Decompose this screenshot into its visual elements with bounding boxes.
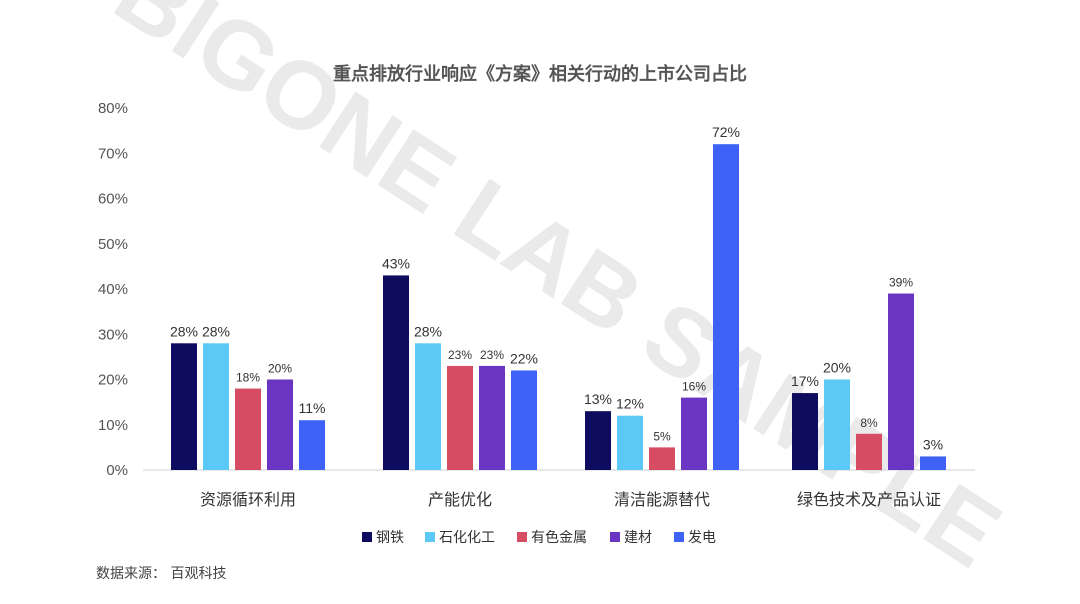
data-labels-group: 28% 28%18%20%11%43%28%23% 23% 22%13% 12%5%16…: [170, 124, 943, 452]
bars-group: [171, 144, 946, 470]
bar: [713, 144, 739, 470]
bar: [617, 415, 643, 470]
data-label: 13%: [584, 391, 612, 407]
legend-swatch: [674, 532, 684, 542]
bar: [479, 365, 505, 470]
legend-swatch: [425, 532, 435, 542]
legend-label: 有色金属: [531, 529, 587, 546]
data-label: 18%: [236, 371, 260, 385]
data-label: 28%: [202, 323, 230, 339]
data-label: 23%: [480, 348, 504, 362]
legend-label: 建材: [624, 530, 652, 546]
bar: [235, 388, 261, 470]
legend-swatch: [610, 532, 620, 542]
y-tick-label: 70%: [98, 145, 128, 162]
legend-swatch: [362, 532, 372, 542]
bar: [585, 411, 611, 470]
data-label: 8%: [860, 416, 878, 430]
bar: [383, 275, 409, 470]
data-label: 5%: [653, 429, 671, 443]
bar: [267, 379, 293, 470]
data-label: 20%: [823, 360, 851, 376]
y-tick-label: 80%: [98, 100, 128, 117]
legend-swatch: [517, 532, 527, 542]
y-tick-label: 40%: [98, 281, 128, 298]
y-axis: 0% 10% 20% 30% 40% 50% 60% 70% 80%: [98, 100, 128, 479]
y-tick-label: 0%: [106, 462, 128, 479]
x-tick-label: 绿色技术及产品认证: [797, 490, 941, 509]
data-label: 39%: [889, 276, 913, 290]
data-label: 11%: [299, 400, 326, 416]
bar: [681, 397, 707, 470]
bar: [415, 343, 441, 470]
data-label: 43%: [382, 255, 410, 271]
y-tick-label: 20%: [98, 372, 128, 389]
data-label: 22%: [510, 350, 538, 366]
bar: [511, 370, 537, 470]
x-tick-label: 清洁能源替代: [614, 490, 710, 509]
x-tick-label: 产能优化: [428, 490, 492, 509]
data-label: 20%: [268, 362, 292, 376]
bar: [299, 420, 325, 470]
bar: [856, 433, 882, 470]
bar: [203, 343, 229, 470]
legend-label: 钢铁: [376, 530, 404, 546]
bar: [888, 293, 914, 470]
chart-title: 重点排放行业响应《方案》相关行动的上市公司占比: [333, 63, 747, 85]
bar: [920, 456, 946, 470]
y-tick-label: 50%: [98, 236, 128, 253]
x-tick-label: 资源循环利用: [200, 490, 296, 509]
legend-label: 石化化工: [439, 530, 495, 546]
legend: 钢铁 石化化工 有色金属 建材 发电: [362, 529, 716, 546]
bar: [824, 379, 850, 470]
bar: [171, 343, 197, 470]
bar: [792, 393, 818, 470]
data-label: 3%: [923, 436, 943, 452]
data-label: 72%: [712, 124, 740, 140]
data-label: 17%: [791, 373, 819, 389]
data-label: 28%: [414, 323, 442, 339]
x-axis: 资源循环利用 产能优化 清洁能源替代 绿色技术及产品认证: [200, 490, 941, 509]
y-tick-label: 30%: [98, 326, 128, 343]
source-note: 数据来源： 百观科技: [96, 566, 226, 582]
data-label: 23%: [448, 348, 472, 362]
data-label: 12%: [616, 396, 644, 412]
data-label: 28%: [170, 323, 198, 339]
data-label: 16%: [682, 380, 706, 394]
legend-label: 发电: [688, 530, 716, 546]
y-tick-label: 10%: [98, 417, 128, 434]
bar: [447, 365, 473, 470]
y-tick-label: 60%: [98, 191, 128, 208]
bar: [649, 447, 675, 470]
